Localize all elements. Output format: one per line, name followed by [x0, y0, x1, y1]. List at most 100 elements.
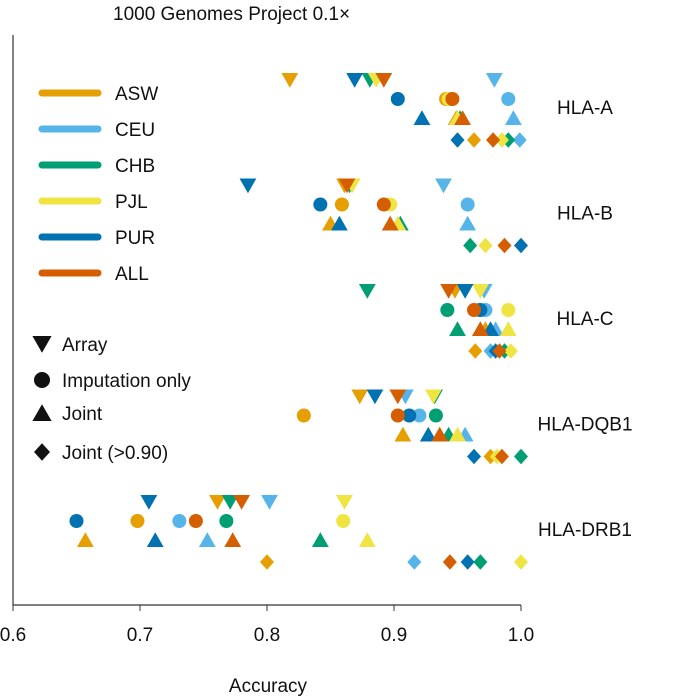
data-point	[261, 495, 278, 510]
data-point	[473, 554, 488, 570]
x-tick-label: 0.6	[0, 625, 26, 646]
data-point	[140, 495, 158, 510]
data-point	[358, 532, 376, 547]
data-point	[336, 514, 351, 528]
data-point	[351, 389, 369, 405]
data-point	[311, 532, 329, 547]
legend-marker	[32, 404, 52, 421]
legend-label: Joint (>0.90)	[62, 443, 168, 464]
data-point	[413, 110, 431, 125]
data-point	[460, 554, 475, 570]
legend-label: Array	[62, 335, 108, 356]
data-point	[514, 448, 528, 465]
data-point	[504, 110, 522, 125]
data-point	[330, 215, 348, 231]
data-point	[394, 426, 412, 442]
data-point	[188, 514, 203, 528]
data-point	[313, 197, 328, 212]
data-point	[503, 343, 518, 359]
legend-label: CEU	[115, 120, 155, 141]
data-point	[381, 215, 399, 231]
data-point	[390, 408, 405, 423]
data-point	[419, 426, 437, 442]
data-point	[358, 284, 376, 299]
data-point	[346, 73, 364, 88]
x-tick-label: 1.0	[508, 625, 534, 646]
data-point	[449, 321, 466, 336]
data-point	[459, 215, 477, 231]
legend-label: CHB	[115, 156, 155, 177]
data-point	[494, 132, 509, 148]
data-point	[445, 92, 460, 106]
data-point	[224, 532, 242, 547]
data-point	[376, 197, 391, 212]
data-point	[478, 237, 493, 254]
x-tick-label: 0.9	[381, 625, 407, 646]
data-point	[494, 448, 509, 465]
category-label: HLA-DRB1	[538, 520, 632, 541]
data-point	[336, 495, 353, 510]
data-point	[467, 132, 482, 148]
data-point	[209, 495, 226, 510]
data-point	[407, 554, 422, 570]
data-point	[460, 197, 475, 212]
data-point	[449, 426, 466, 442]
data-point	[463, 237, 478, 254]
legend-label: PJL	[115, 192, 148, 213]
data-point	[454, 110, 471, 125]
data-point	[435, 178, 452, 194]
data-point	[492, 343, 507, 359]
data-point	[471, 284, 489, 299]
chart-title: 1000 Genomes Project 0.1×	[113, 4, 350, 25]
category-label: HLA-C	[556, 309, 613, 330]
data-point	[172, 514, 187, 528]
data-point	[76, 532, 94, 547]
data-point	[428, 408, 443, 423]
data-point	[281, 73, 299, 88]
category-label: HLA-DQB1	[537, 415, 632, 436]
data-point	[501, 303, 516, 317]
x-axis-label: Accuracy	[229, 676, 308, 697]
data-point	[390, 92, 405, 106]
data-point	[260, 554, 274, 570]
legend-marker	[34, 372, 50, 388]
data-point	[146, 532, 164, 547]
data-point	[219, 514, 234, 528]
data-point	[334, 197, 349, 212]
data-point	[440, 284, 458, 299]
data-point	[412, 408, 427, 423]
data-point	[471, 321, 489, 336]
data-point	[499, 321, 517, 336]
data-point	[366, 389, 384, 405]
data-point	[485, 73, 503, 88]
x-tick-label: 0.8	[254, 625, 280, 646]
legend-label: Joint	[62, 404, 103, 425]
data-point	[402, 408, 417, 423]
legend-marker	[34, 443, 50, 461]
data-point	[221, 495, 239, 510]
data-point	[338, 178, 356, 194]
data-point	[497, 237, 512, 254]
legend-marker	[32, 336, 52, 353]
legend-label: ASW	[115, 84, 158, 105]
data-point	[442, 554, 457, 570]
x-tick-label: 0.7	[127, 625, 153, 646]
data-point	[467, 303, 482, 317]
data-point	[424, 389, 442, 405]
data-point	[130, 514, 145, 528]
data-point	[450, 132, 465, 148]
data-point	[501, 92, 516, 106]
data-point	[467, 448, 482, 465]
data-point	[514, 237, 528, 254]
data-point	[486, 132, 501, 148]
data-point	[389, 389, 407, 405]
data-point	[239, 178, 257, 194]
legend-label: PUR	[115, 228, 155, 249]
data-point	[198, 532, 216, 547]
data-point	[514, 554, 528, 570]
legend-label: ALL	[115, 264, 149, 285]
category-label: HLA-B	[557, 204, 613, 225]
data-point	[296, 408, 311, 423]
data-point	[69, 514, 84, 528]
